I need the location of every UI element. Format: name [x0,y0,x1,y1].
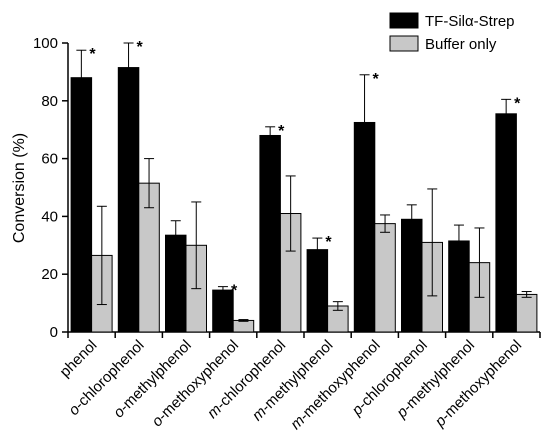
bar-series-1 [70,77,93,333]
y-tick-label: 40 [41,208,58,225]
x-tick-label: phenol [57,337,101,381]
x-tick-label: m-methoxyphenol [287,337,383,433]
significance-star: * [325,234,332,251]
significance-star: * [373,71,380,88]
significance-star: * [137,39,144,56]
significance-star: * [89,46,96,63]
y-tick-label: 60 [41,151,58,168]
y-tick-label: 0 [50,324,58,341]
bar-series-2 [374,223,396,333]
error-bars [76,42,532,322]
legend-swatch-series-1 [389,12,419,29]
significance-markers: * * * * * * * [89,39,521,300]
bar-series-1 [495,113,517,333]
bar-series-2 [232,319,255,333]
x-tick-label: o-methoxyphenol [149,337,242,430]
y-tick-label: 80 [41,93,58,110]
category-labels: phenolo-chlorophenolo-methylphenolo-meth… [57,337,526,433]
bar-series-1 [117,67,140,333]
x-tick-label: p-methoxyphenol [431,337,525,431]
y-tick-label: 20 [41,266,58,283]
y-axis-title: Conversion (%) [11,133,28,243]
bars [70,67,538,333]
x-tick-label: m-methylphenol [249,337,336,424]
significance-star: * [231,283,238,300]
bar-series-1 [306,249,329,333]
legend-swatch-series-2 [389,35,419,52]
bar-series-1 [259,134,281,333]
bar-series-1 [401,218,423,333]
legend-label-series-1: TF-Silα-Strep [425,13,515,30]
significance-star: * [278,123,285,140]
legend-label-series-2: Buffer only [425,36,497,53]
y-tick-label: 100 [33,35,58,52]
significance-star: * [514,95,521,112]
bar-series-2 [515,293,538,333]
legend: TF-Silα-Strep Buffer only [389,12,515,53]
